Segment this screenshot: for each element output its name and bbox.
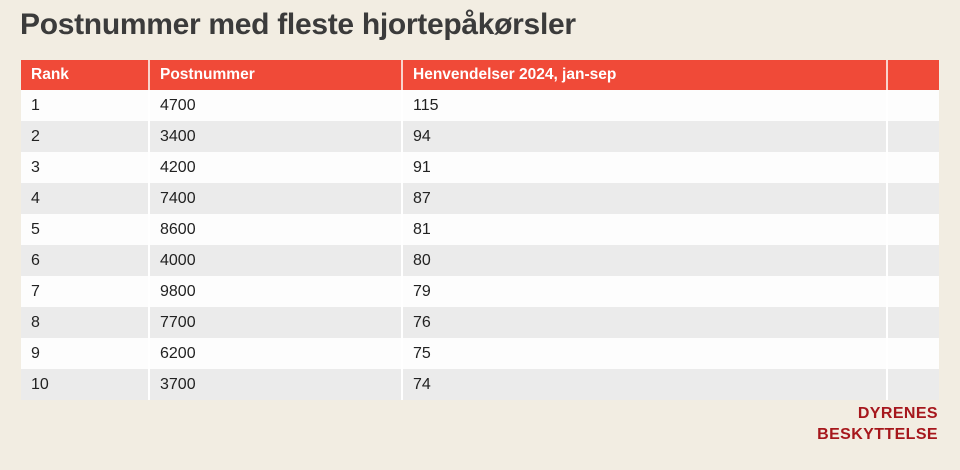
table-cell: 87 [403, 183, 886, 214]
column-header-henvendelser: Henvendelser 2024, jan-sep [403, 60, 886, 90]
table-cell: 76 [403, 307, 886, 338]
column-header-postnummer: Postnummer [150, 60, 401, 90]
table-cell: 6200 [150, 338, 401, 369]
table-cell: 9 [21, 338, 148, 369]
table-cell: 3400 [150, 121, 401, 152]
table-cell: 7400 [150, 183, 401, 214]
table-cell: 7700 [150, 307, 401, 338]
table-cell [888, 214, 939, 245]
table-row: 1 4700 115 [21, 90, 939, 121]
table-cell [888, 121, 939, 152]
column-header-empty [888, 60, 939, 90]
page-title: Postnummer med fleste hjortepåkørsler [20, 8, 576, 41]
table-cell: 94 [403, 121, 886, 152]
table-body: 1 4700 115 2 3400 94 3 4200 91 4 7400 87 5 8600 81 6 400… [21, 90, 939, 400]
table-cell: 4200 [150, 152, 401, 183]
table-cell: 9800 [150, 276, 401, 307]
table-row: 4 7400 87 [21, 183, 939, 214]
table-cell: 79 [403, 276, 886, 307]
table-cell: 8 [21, 307, 148, 338]
table-cell: 3 [21, 152, 148, 183]
table-row: 7 9800 79 [21, 276, 939, 307]
table-row: 3 4200 91 [21, 152, 939, 183]
table-row: 6 4000 80 [21, 245, 939, 276]
table-cell: 1 [21, 90, 148, 121]
table-cell [888, 245, 939, 276]
table-cell [888, 183, 939, 214]
table-cell: 5 [21, 214, 148, 245]
table-cell: 4 [21, 183, 148, 214]
table-cell [888, 338, 939, 369]
table-cell: 80 [403, 245, 886, 276]
table-cell: 91 [403, 152, 886, 183]
table-row: 10 3700 74 [21, 369, 939, 400]
table-row: 5 8600 81 [21, 214, 939, 245]
table-row: 8 7700 76 [21, 307, 939, 338]
table-cell: 4700 [150, 90, 401, 121]
table-cell: 4000 [150, 245, 401, 276]
table-cell: 2 [21, 121, 148, 152]
table-cell: 81 [403, 214, 886, 245]
table-row: 9 6200 75 [21, 338, 939, 369]
logo-line-2: BESKYTTELSE [817, 426, 938, 443]
table-header-row: Rank Postnummer Henvendelser 2024, jan-sep [21, 60, 939, 90]
column-header-rank: Rank [21, 60, 148, 90]
table-cell: 7 [21, 276, 148, 307]
table-cell: 6 [21, 245, 148, 276]
table-cell [888, 369, 939, 400]
table-cell: 10 [21, 369, 148, 400]
dyrenes-beskyttelse-logo: DYRENES BESKYTTELSE [817, 403, 938, 445]
table-cell: 75 [403, 338, 886, 369]
table-cell: 8600 [150, 214, 401, 245]
table-cell [888, 307, 939, 338]
deer-collision-table: Rank Postnummer Henvendelser 2024, jan-sep… [21, 60, 939, 400]
table-cell: 74 [403, 369, 886, 400]
table-row: 2 3400 94 [21, 121, 939, 152]
table-cell: 3700 [150, 369, 401, 400]
table-cell [888, 90, 939, 121]
logo-line-1: DYRENES [857, 405, 938, 422]
table-cell: 115 [403, 90, 886, 121]
table-cell [888, 152, 939, 183]
table-cell [888, 276, 939, 307]
